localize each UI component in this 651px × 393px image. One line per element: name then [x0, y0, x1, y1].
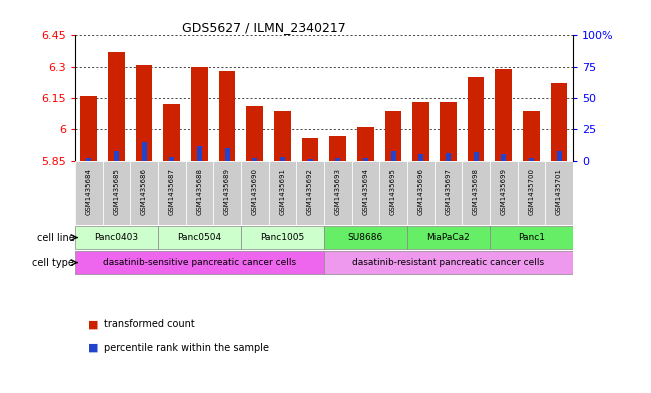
Bar	[352, 161, 379, 225]
Text: percentile rank within the sample: percentile rank within the sample	[104, 343, 269, 353]
Bar	[545, 161, 573, 225]
Text: GSM1435695: GSM1435695	[390, 168, 396, 215]
Bar	[490, 161, 518, 225]
Bar	[141, 142, 146, 161]
Text: Panc1: Panc1	[518, 233, 545, 242]
Text: GSM1435694: GSM1435694	[363, 168, 368, 215]
Bar	[501, 154, 506, 161]
Bar	[523, 110, 540, 161]
Bar	[490, 226, 573, 249]
Bar	[495, 69, 512, 161]
Bar	[518, 161, 545, 225]
Text: transformed count: transformed count	[104, 319, 195, 329]
Bar	[329, 136, 346, 161]
Text: GSM1435690: GSM1435690	[252, 168, 258, 215]
Text: GSM1435689: GSM1435689	[224, 168, 230, 215]
Bar	[186, 161, 213, 225]
Bar	[335, 158, 340, 161]
Bar	[252, 158, 257, 161]
Bar	[379, 161, 407, 225]
Bar	[363, 158, 368, 161]
Bar	[108, 52, 125, 161]
Bar	[225, 148, 230, 161]
Text: GSM1435697: GSM1435697	[445, 168, 451, 215]
Bar	[86, 158, 91, 161]
Text: GSM1435698: GSM1435698	[473, 168, 479, 215]
Bar	[473, 152, 478, 161]
Bar	[163, 104, 180, 161]
Bar	[551, 83, 567, 161]
Bar	[135, 64, 152, 161]
Bar	[440, 102, 457, 161]
Bar	[324, 161, 352, 225]
Text: GSM1435696: GSM1435696	[418, 168, 424, 215]
Text: GSM1435685: GSM1435685	[113, 168, 119, 215]
Bar	[280, 157, 285, 161]
Bar	[246, 107, 263, 161]
Text: Panc0403: Panc0403	[94, 233, 139, 242]
Text: GSM1435688: GSM1435688	[197, 168, 202, 215]
Bar	[324, 251, 573, 274]
Bar	[385, 110, 401, 161]
Bar	[446, 153, 451, 161]
Bar	[462, 161, 490, 225]
Bar	[114, 151, 119, 161]
Bar	[268, 161, 296, 225]
Text: dasatinib-sensitive pancreatic cancer cells: dasatinib-sensitive pancreatic cancer ce…	[103, 258, 296, 267]
Bar	[301, 138, 318, 161]
Text: ■: ■	[88, 319, 98, 329]
Bar	[81, 96, 97, 161]
Bar	[357, 127, 374, 161]
Text: MiaPaCa2: MiaPaCa2	[426, 233, 470, 242]
Text: GSM1435691: GSM1435691	[279, 168, 285, 215]
Bar	[191, 67, 208, 161]
Bar	[296, 161, 324, 225]
Bar	[413, 102, 429, 161]
Bar	[213, 161, 241, 225]
Text: Panc0504: Panc0504	[177, 233, 221, 242]
Text: GSM1435699: GSM1435699	[501, 168, 506, 215]
Bar	[557, 151, 562, 161]
Bar	[307, 159, 312, 161]
Bar	[197, 145, 202, 161]
Bar	[407, 161, 435, 225]
Text: GSM1435692: GSM1435692	[307, 168, 313, 215]
Text: cell type: cell type	[33, 257, 74, 268]
Bar	[467, 77, 484, 161]
Text: GSM1435686: GSM1435686	[141, 168, 147, 215]
Bar	[407, 226, 490, 249]
Bar	[75, 161, 103, 225]
Bar	[219, 71, 235, 161]
Text: GSM1435701: GSM1435701	[556, 168, 562, 215]
Bar	[169, 157, 174, 161]
Bar	[418, 154, 423, 161]
Bar	[130, 161, 158, 225]
Bar	[158, 226, 241, 249]
Text: Panc1005: Panc1005	[260, 233, 305, 242]
Bar	[435, 161, 462, 225]
Bar	[75, 226, 158, 249]
Text: GSM1435700: GSM1435700	[529, 168, 534, 215]
Bar	[158, 161, 186, 225]
Title: GDS5627 / ILMN_2340217: GDS5627 / ILMN_2340217	[182, 21, 346, 34]
Text: GSM1435684: GSM1435684	[86, 168, 92, 215]
Bar	[529, 158, 534, 161]
Bar	[103, 161, 130, 225]
Text: ■: ■	[88, 343, 98, 353]
Text: GSM1435687: GSM1435687	[169, 168, 174, 215]
Bar	[324, 226, 407, 249]
Bar	[241, 161, 269, 225]
Bar	[391, 151, 396, 161]
Bar	[274, 110, 290, 161]
Text: GSM1435693: GSM1435693	[335, 168, 340, 215]
Text: dasatinib-resistant pancreatic cancer cells: dasatinib-resistant pancreatic cancer ce…	[352, 258, 544, 267]
Bar	[241, 226, 324, 249]
Bar	[75, 251, 324, 274]
Text: SU8686: SU8686	[348, 233, 383, 242]
Text: cell line: cell line	[36, 233, 74, 242]
